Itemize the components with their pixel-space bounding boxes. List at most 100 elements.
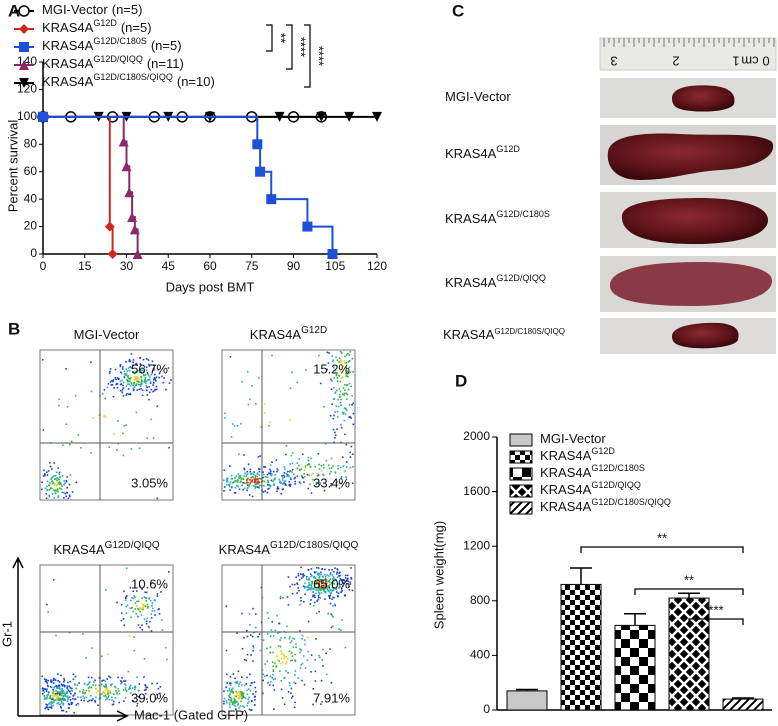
flow-event (351, 453, 354, 455)
flow-event (311, 574, 313, 577)
flow-event (280, 481, 283, 484)
flow-event (117, 420, 119, 422)
flow-event (256, 482, 259, 485)
flow-event (143, 596, 146, 598)
flow-event (323, 489, 326, 492)
flow-event (329, 589, 331, 591)
flow-event (337, 592, 340, 594)
flow-event (103, 695, 105, 697)
flow-event (301, 662, 304, 665)
flow-event (129, 684, 132, 687)
flow-event (340, 377, 343, 380)
flow-event (269, 684, 271, 686)
flow-event (257, 635, 259, 638)
flow-event (135, 363, 137, 365)
label-text: KRAS4A (42, 56, 94, 71)
flow-event (148, 379, 150, 381)
flow-event (45, 706, 48, 709)
flow-event (316, 600, 318, 602)
flow-event (46, 694, 48, 697)
flow-event (325, 585, 328, 587)
flow-event (103, 415, 105, 417)
flow-event (338, 572, 341, 575)
flow-event (345, 466, 348, 468)
flow-event (236, 632, 238, 634)
flow-event (332, 417, 335, 420)
flow-event (90, 686, 92, 689)
significance-bracket (286, 24, 293, 70)
flow-event (310, 671, 312, 673)
flow-event (246, 704, 248, 707)
flow-event (319, 481, 321, 484)
flow-event (240, 478, 243, 481)
flow-event (56, 697, 59, 700)
flow-event (236, 681, 238, 683)
flow-event (288, 650, 291, 653)
flow-event (55, 490, 58, 492)
label-superscript: G12D/QIQQ (105, 540, 160, 551)
flow-event (297, 677, 299, 679)
flow-event (254, 704, 256, 706)
flow-event (295, 643, 297, 646)
flow-event (45, 678, 48, 681)
flow-event (140, 376, 142, 379)
flow-event (275, 665, 278, 667)
flow-event (297, 574, 300, 577)
flow-event (250, 709, 253, 711)
flow-event (243, 658, 246, 661)
flow-event (124, 683, 126, 685)
flow-event (60, 709, 63, 712)
flow-event (313, 604, 315, 607)
flow-event (235, 475, 238, 477)
flow-event (104, 416, 107, 418)
flow-event (129, 687, 131, 690)
flow-event (130, 381, 132, 384)
flow-event (255, 403, 257, 405)
flow-event (108, 372, 111, 374)
flow-event (339, 578, 342, 581)
flow-event (127, 393, 130, 396)
flow-event (139, 610, 141, 613)
flow-plot (221, 564, 356, 716)
flow-event (152, 437, 155, 439)
flow-event (62, 704, 64, 706)
flow-event (308, 582, 310, 584)
flow-event (291, 592, 294, 595)
flow-event (45, 690, 48, 692)
flow-event (299, 630, 301, 632)
panel-letter: D (455, 371, 467, 390)
flow-event (53, 497, 56, 499)
flow-event (88, 699, 91, 702)
flow-event (125, 424, 127, 426)
flow-event (240, 480, 242, 483)
flow-event (126, 392, 128, 395)
flow-event (148, 365, 151, 367)
flow-event (224, 417, 226, 419)
flow-event (140, 614, 143, 617)
flow-event (63, 480, 65, 482)
flow-event (309, 603, 312, 605)
flow-event (324, 583, 327, 585)
flow-event (316, 580, 318, 583)
flow-event (347, 577, 349, 580)
flow-event (123, 370, 126, 373)
flow-event (87, 683, 90, 686)
flow-event (154, 373, 156, 376)
error-bar (516, 688, 538, 691)
flow-event (267, 483, 269, 486)
flow-event (238, 697, 240, 700)
flow-event (306, 586, 308, 589)
flow-event (309, 573, 312, 575)
flow-event (146, 686, 149, 689)
flow-event (325, 587, 328, 590)
flow-event (50, 680, 53, 683)
flow-event (284, 483, 287, 485)
flow-event (331, 615, 333, 617)
flow-event (41, 692, 44, 695)
flow-event (48, 494, 50, 497)
flow-event (248, 700, 250, 703)
x-tick-label: 90 (287, 259, 301, 273)
flow-event (280, 688, 283, 691)
flow-event (349, 581, 351, 583)
flow-event (126, 378, 128, 381)
